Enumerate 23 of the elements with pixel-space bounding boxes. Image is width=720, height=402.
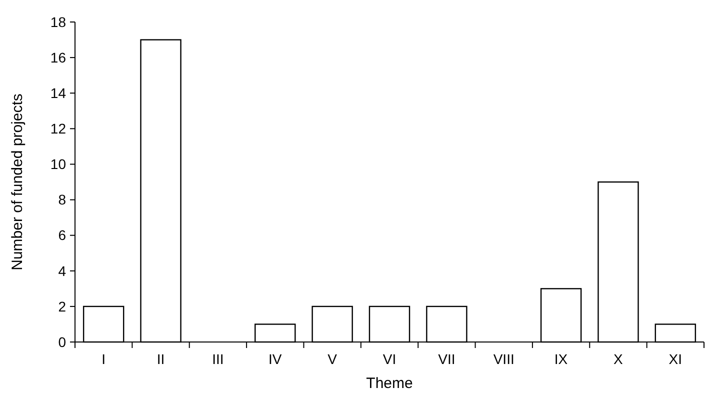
y-tick-label: 6 <box>58 227 66 244</box>
y-tick-label: 18 <box>50 14 66 30</box>
x-tick-label: III <box>212 351 224 367</box>
y-tick-label: 8 <box>58 192 66 208</box>
x-tick-label: VI <box>382 351 396 367</box>
x-axis-title: Theme <box>366 375 413 392</box>
y-tick-label: 10 <box>50 156 66 172</box>
x-tick-label: V <box>328 351 338 367</box>
x-tick-label: X <box>614 351 624 367</box>
x-tick-label: II <box>156 351 165 367</box>
x-tick-label: VIII <box>493 351 514 367</box>
y-tick-label: 4 <box>58 262 66 279</box>
y-axis-title: Number of funded projects <box>9 94 26 270</box>
y-tick-label: 14 <box>50 85 66 102</box>
x-tick-label: IV <box>268 351 282 367</box>
x-tick-label: I <box>102 351 106 367</box>
x-tick-label: XI <box>668 351 682 367</box>
y-tick-label: 16 <box>50 49 66 66</box>
x-tick-label: IX <box>554 351 568 367</box>
y-tick-label: 12 <box>50 120 66 137</box>
y-tick-label: 0 <box>58 334 66 350</box>
x-tick-label: VII <box>438 351 456 367</box>
y-tick-label: 2 <box>58 298 66 314</box>
